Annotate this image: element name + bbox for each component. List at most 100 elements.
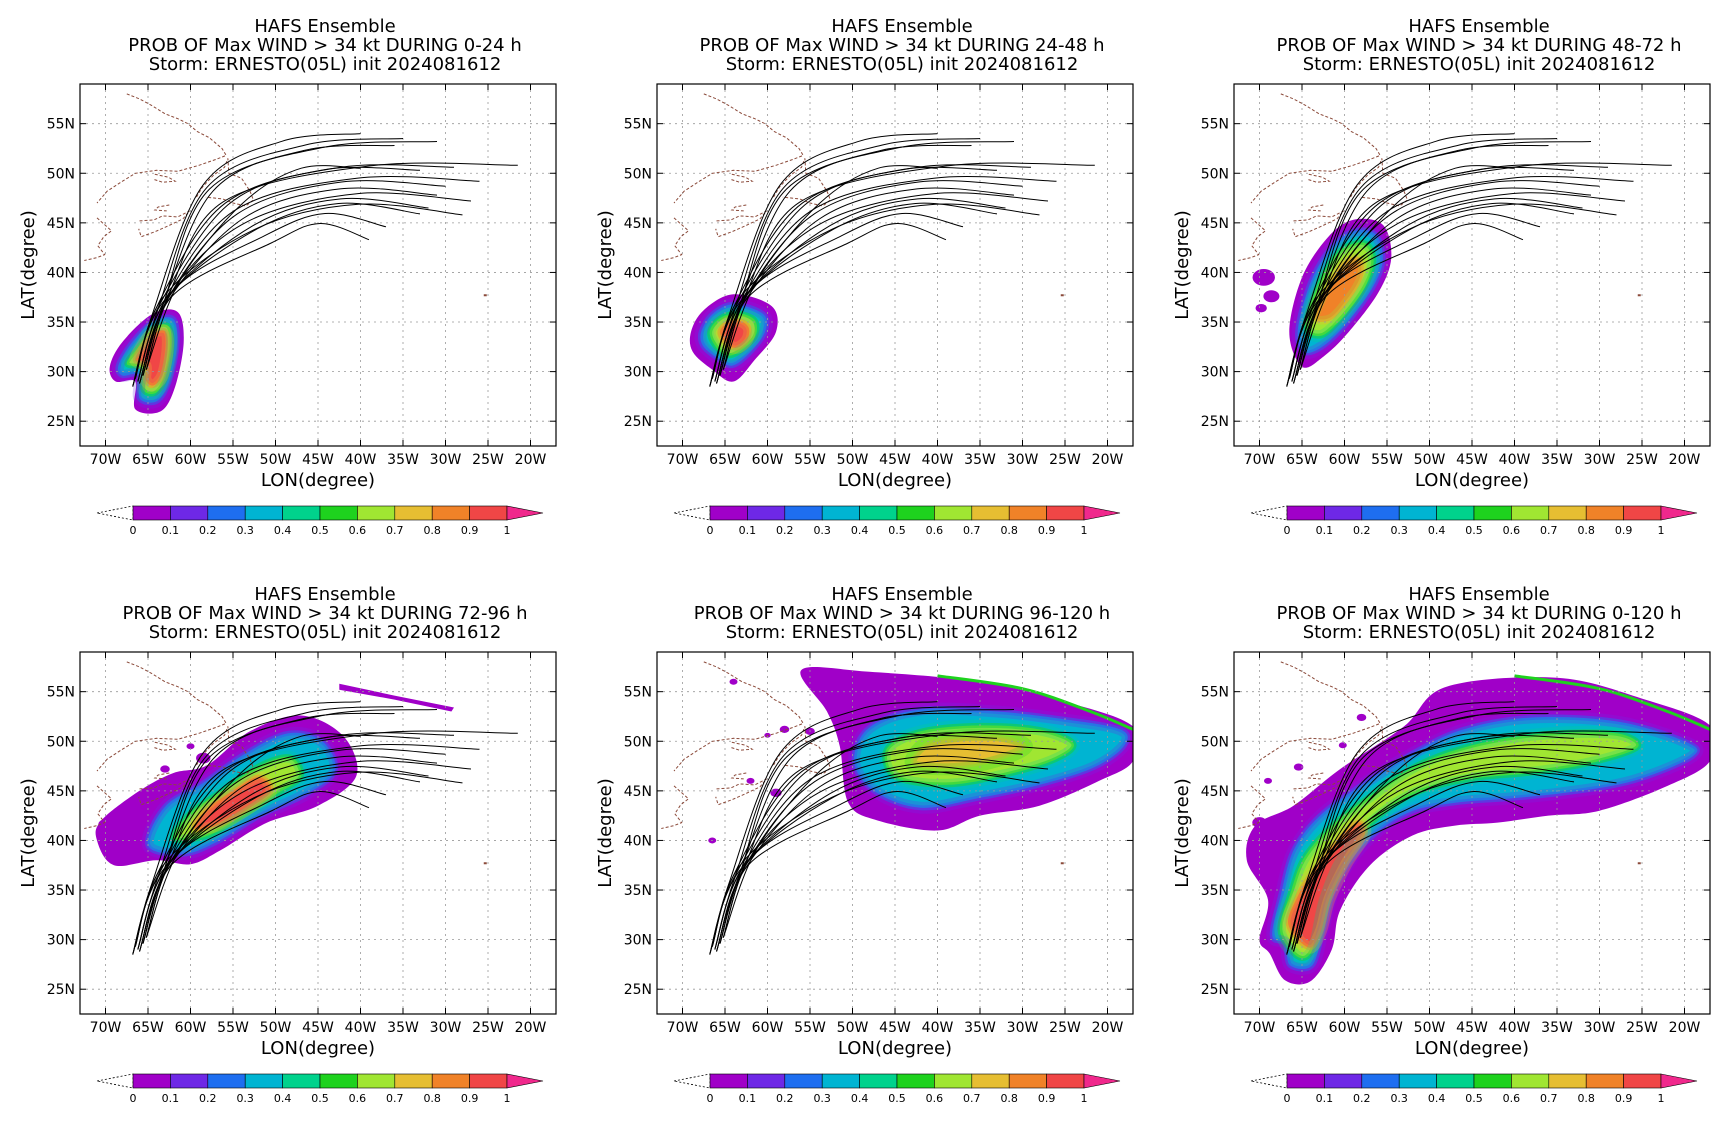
- colorbar-label: 0.6: [349, 524, 367, 537]
- y-axis-label: LAT(degree): [18, 210, 39, 319]
- colorbar-swatch: [1623, 505, 1662, 521]
- coastline: [1306, 741, 1331, 751]
- colorbar-swatch: [784, 505, 823, 521]
- ensemble-track: [139, 790, 370, 952]
- lat-tick-label: 35N: [624, 883, 652, 899]
- lat-tick-label: 35N: [1201, 315, 1229, 331]
- colorbar-label: 0.1: [739, 1092, 757, 1105]
- lat-tick-label: 40N: [624, 833, 652, 849]
- ensemble-track: [1299, 165, 1515, 370]
- colorbar-swatch: [934, 505, 973, 521]
- panel-title-line1: HAFS Ensemble: [831, 16, 972, 37]
- lon-tick-label: 40W: [1499, 452, 1531, 468]
- colorbar-label: 1: [1081, 524, 1088, 537]
- lon-tick-label: 50W: [260, 1020, 292, 1036]
- island: [1637, 294, 1641, 297]
- ensemble-track: [716, 187, 1015, 384]
- colorbar-label: 0: [130, 524, 137, 537]
- colorbar-label: 0.9: [1615, 1092, 1633, 1105]
- colorbar-high-triangle: [1083, 505, 1121, 521]
- colorbar-swatch: [244, 1073, 283, 1089]
- colorbar-label: 0.8: [423, 524, 441, 537]
- colorbar-low-triangle: [96, 1073, 134, 1089]
- probability-speck: [106, 844, 122, 857]
- colorbar-label: 0.8: [1000, 1092, 1018, 1105]
- probability-gradient: [1299, 236, 1380, 343]
- lon-tick-label: 35W: [1541, 1020, 1573, 1036]
- probability-contour-edge: [170, 754, 305, 844]
- colorbar-label: 0.1: [1316, 1092, 1334, 1105]
- panel-0-24h: HAFS Ensemble PROB OF Max WIND > 34 kt DU…: [0, 0, 577, 568]
- colorbar-label: 0.5: [1465, 1092, 1483, 1105]
- probability-speck: [160, 765, 170, 773]
- lon-tick-label: 55W: [217, 1020, 249, 1036]
- ensemble-track: [1296, 780, 1541, 944]
- map-area: [80, 84, 556, 446]
- ensemble-track: [1293, 755, 1592, 952]
- colorbar-label: 0.4: [274, 524, 292, 537]
- ensemble-track: [134, 771, 463, 947]
- lat-tick-label: 50N: [47, 734, 75, 750]
- lon-tick-label: 25W: [472, 452, 504, 468]
- colorbar-label: 1: [1658, 524, 1665, 537]
- panel-24-48h: HAFS Ensemble PROB OF Max WIND > 34 kt DU…: [577, 0, 1154, 568]
- ensemble-track: [1299, 733, 1515, 938]
- colorbar-swatch: [1286, 1073, 1325, 1089]
- colorbar-label: 0.8: [1000, 524, 1018, 537]
- colorbar-swatch: [747, 1073, 786, 1089]
- panel-title-line2: PROB OF Max WIND > 34 kt DURING 24-48 h: [700, 35, 1105, 56]
- colorbar-swatch: [1548, 505, 1587, 521]
- coastline: [138, 210, 190, 238]
- coastline: [1250, 93, 1381, 204]
- colorbar-label: 0.5: [311, 524, 329, 537]
- probability-contour-edge: [882, 722, 1077, 788]
- colorbar-label: 0.8: [1577, 524, 1595, 537]
- colorbar-label: 0: [1284, 524, 1291, 537]
- colorbar-label: 0.5: [888, 1092, 906, 1105]
- colorbar-swatch: [1361, 505, 1400, 521]
- probability-gradient: [141, 726, 342, 861]
- lon-tick-label: 25W: [1626, 1020, 1658, 1036]
- coastline: [96, 661, 227, 772]
- colorbar-swatch: [469, 505, 508, 521]
- lat-tick-label: 40N: [47, 265, 75, 281]
- colorbar-low-triangle: [1250, 505, 1288, 521]
- lat-tick-label: 30N: [624, 365, 652, 381]
- colorbar-high-triangle: [1660, 1073, 1698, 1089]
- colorbar-label: 0.7: [386, 524, 404, 537]
- lat-tick-label: 50N: [47, 166, 75, 182]
- coastline: [1292, 210, 1344, 238]
- ensemble-track: [145, 733, 361, 938]
- colorbar-label: 0.6: [926, 524, 944, 537]
- lon-tick-label: 65W: [132, 1020, 164, 1036]
- colorbar-label: 0.2: [1353, 1092, 1371, 1105]
- panel-title-line2: PROB OF Max WIND > 34 kt DURING 0-24 h: [128, 35, 522, 56]
- lon-tick-label: 65W: [132, 452, 164, 468]
- coastline: [661, 785, 690, 829]
- ensemble-track: [1293, 222, 1524, 384]
- lon-tick-label: 70W: [90, 1020, 122, 1036]
- map-area: [1234, 652, 1717, 1014]
- lon-tick-label: 70W: [667, 452, 699, 468]
- colorbar-swatch: [469, 1073, 508, 1089]
- lon-tick-label: 30W: [1584, 1020, 1616, 1036]
- colorbar-swatch: [747, 505, 786, 521]
- probability-edge: [1514, 674, 1710, 731]
- coastline: [1307, 204, 1324, 212]
- panel-title-line3: Storm: ERNESTO(05L) init 2024081612: [726, 622, 1079, 643]
- colorbar-label: 0.3: [1390, 1092, 1408, 1105]
- probability-contour-edge: [707, 310, 760, 359]
- ensemble-track: [142, 212, 387, 376]
- lon-tick-label: 40W: [922, 1020, 954, 1036]
- lat-tick-label: 25N: [1201, 982, 1229, 998]
- ensemble-track: [711, 771, 1040, 947]
- panel-title-line1: HAFS Ensemble: [254, 16, 395, 37]
- lon-tick-label: 40W: [345, 452, 377, 468]
- lon-tick-label: 70W: [1244, 1020, 1276, 1036]
- lon-tick-label: 60W: [175, 452, 207, 468]
- lon-tick-label: 35W: [387, 1020, 419, 1036]
- island: [1714, 914, 1717, 916]
- lon-tick-label: 45W: [879, 452, 911, 468]
